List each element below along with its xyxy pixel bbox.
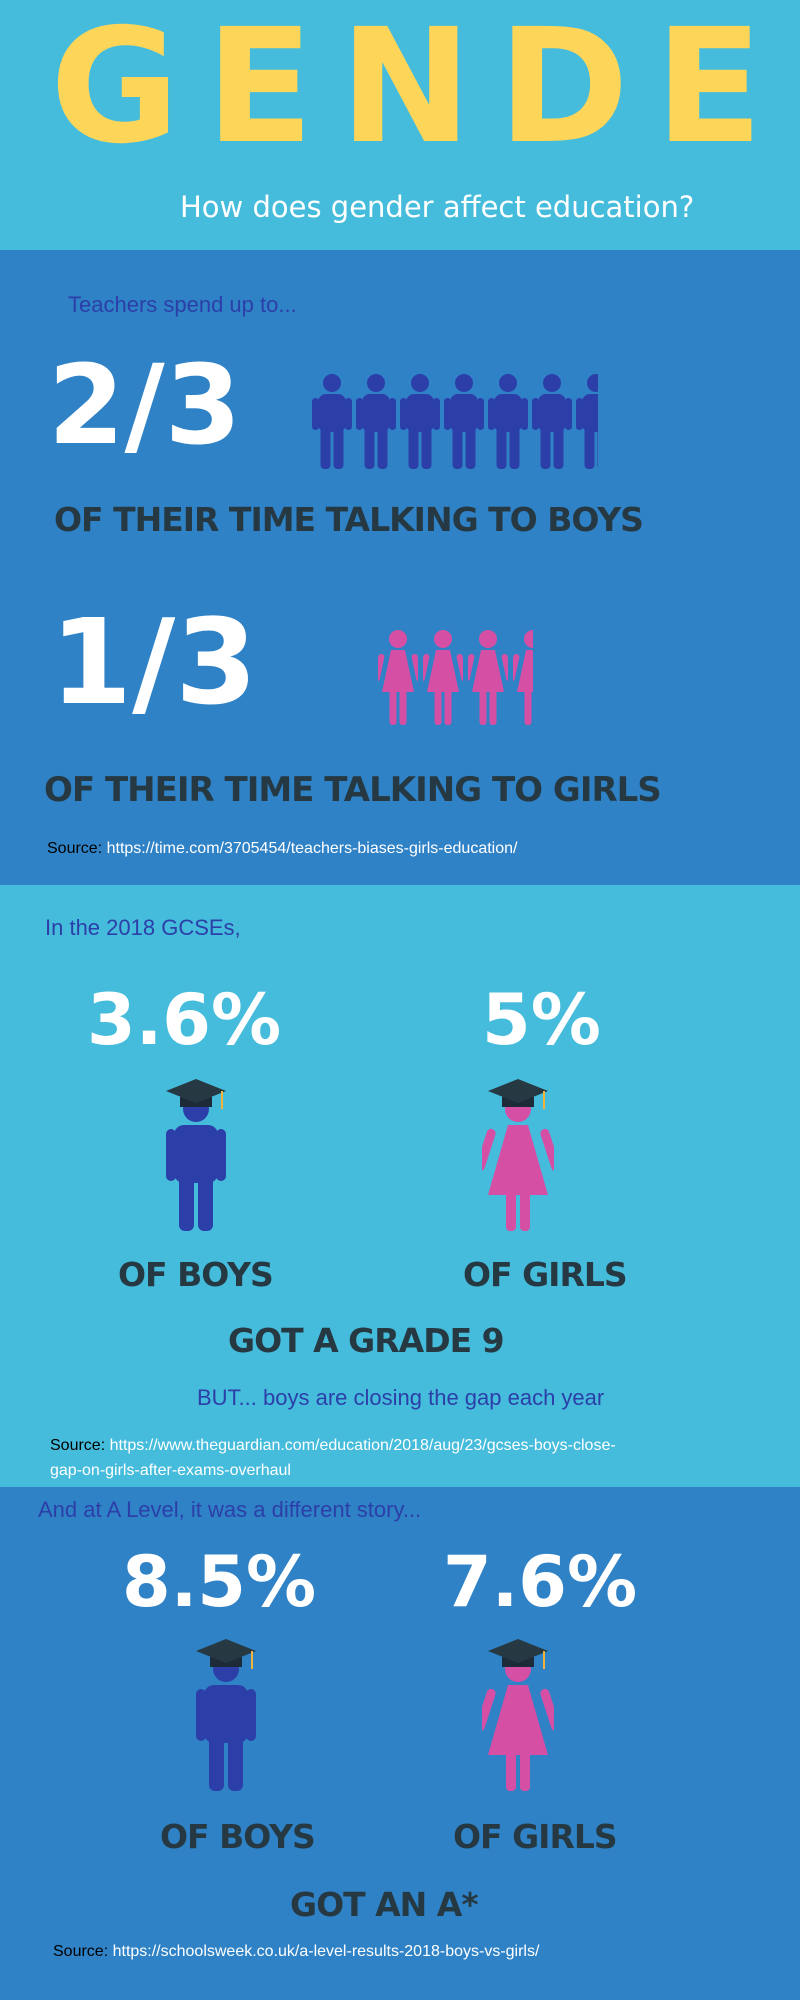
female-figures-icon <box>378 630 533 725</box>
teachers-intro: Teachers spend up to... <box>68 292 297 317</box>
alevel-boy-graduate <box>190 1633 262 1795</box>
gcse-girls-percent: 5% <box>482 979 601 1061</box>
gcse-intro: In the 2018 GCSEs, <box>45 915 241 940</box>
gcse-girls-caption: OF GIRLS <box>463 1255 628 1294</box>
gcse-boys-caption: OF BOYS <box>118 1255 274 1294</box>
girl-graduate-icon <box>475 1079 561 1231</box>
alevel-girls-percent: 7.6% <box>443 1541 638 1623</box>
source-link[interactable]: https://time.com/3705454/teachers-biases… <box>106 840 518 857</box>
page-subtitle: How does gender affect education? <box>180 190 695 224</box>
teachers-source: Source: https://time.com/3705454/teacher… <box>47 836 517 861</box>
title-section: GENDER How does gender affect education? <box>0 0 800 250</box>
boys-figure-row <box>312 374 612 469</box>
alevel-boys-percent: 8.5% <box>122 1541 317 1623</box>
boy-graduate-icon <box>166 1079 226 1231</box>
boys-time-caption: OF THEIR TIME TALKING TO BOYS <box>54 500 644 539</box>
source-label: Source: <box>47 840 103 857</box>
girls-time-caption: OF THEIR TIME TALKING TO GIRLS <box>44 770 662 810</box>
gcse-section: In the 2018 GCSEs, 3.6% 5% <box>0 885 800 1487</box>
page-title: GENDER <box>50 0 800 179</box>
gcse-note: BUT... boys are closing the gap each yea… <box>197 1385 605 1410</box>
source-label: Source: <box>50 1437 106 1454</box>
source-label: Source: <box>53 1943 109 1960</box>
gcse-girl-graduate <box>475 1073 561 1235</box>
source-link[interactable]: https://schoolsweek.co.uk/a-level-result… <box>112 1943 540 1960</box>
gcse-result: GOT A GRADE 9 <box>228 1321 505 1360</box>
girl-graduate-icon <box>475 1639 561 1791</box>
boys-fraction: 2/3 <box>48 341 242 469</box>
source-link[interactable]: https://www.theguardian.com/education/20… <box>109 1437 616 1454</box>
alevel-intro: And at A Level, it was a different story… <box>38 1497 422 1522</box>
alevel-result: GOT AN A* <box>290 1885 479 1924</box>
alevel-girl-graduate <box>475 1633 561 1795</box>
alevel-boys-caption: OF BOYS <box>160 1817 316 1856</box>
alevel-girls-caption: OF GIRLS <box>453 1817 618 1856</box>
gcse-boy-graduate <box>160 1073 232 1235</box>
gcse-source: Source: https://www.theguardian.com/educ… <box>50 1433 616 1483</box>
male-figures-icon <box>312 374 598 469</box>
teachers-section: Teachers spend up to... 2/3 <box>0 250 800 885</box>
girls-fraction: 1/3 <box>50 593 258 731</box>
boy-graduate-icon <box>196 1639 256 1791</box>
alevel-section: And at A Level, it was a different story… <box>0 1487 800 2000</box>
source-link-continued[interactable]: gap-on-girls-after-exams-overhaul <box>50 1462 291 1479</box>
girls-figure-row <box>378 630 538 725</box>
alevel-source: Source: https://schoolsweek.co.uk/a-leve… <box>53 1939 539 1964</box>
gcse-boys-percent: 3.6% <box>87 979 282 1061</box>
